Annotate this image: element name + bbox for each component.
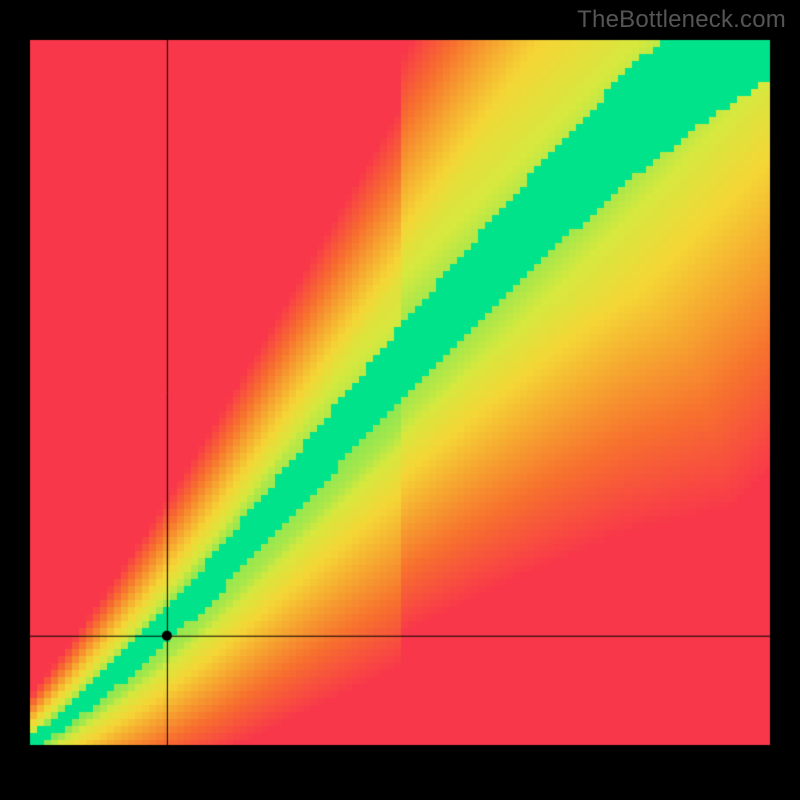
attribution-text: TheBottleneck.com [577, 6, 786, 34]
chart-container: TheBottleneck.com [0, 0, 800, 800]
heatmap-canvas [0, 0, 800, 800]
